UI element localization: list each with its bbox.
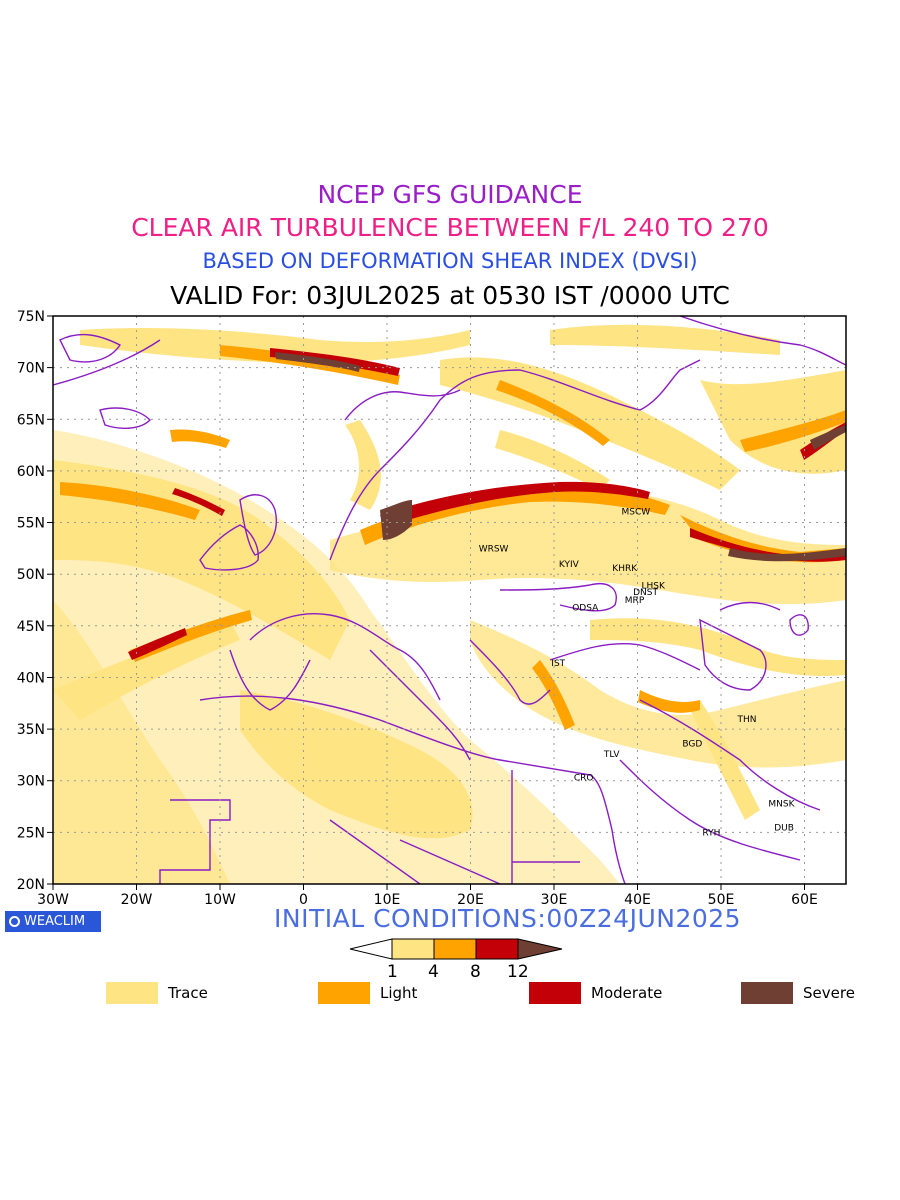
lat-tick-label: 35N	[17, 722, 45, 738]
lon-tick-label: 40E	[624, 892, 651, 908]
legend-label: Severe	[803, 984, 855, 1002]
lon-tick-label: 0	[299, 892, 308, 908]
lon-tick-label: 50E	[708, 892, 735, 908]
lon-tick-label: 20W	[121, 892, 153, 908]
station-label-mnsk: MNSK	[768, 800, 795, 810]
lat-tick-label: 20N	[17, 877, 45, 893]
legend-swatch	[529, 982, 581, 1004]
lon-tick-labels: 30W 20W 10W 0 10E 20E 30E 40E 50E 60E	[37, 892, 818, 908]
lat-tick-label: 75N	[17, 309, 45, 325]
station-label-ist: IST	[551, 659, 565, 669]
station-label-thn: THN	[737, 715, 757, 725]
lon-tick-label: 10W	[204, 892, 236, 908]
station-label-khrk: KHRK	[612, 564, 638, 574]
lat-tick-label: 50N	[17, 567, 45, 583]
trace-areas	[53, 324, 846, 884]
lat-tick-label: 45N	[17, 619, 45, 635]
station-label-wrsw: WRSW	[479, 545, 509, 555]
lat-tick-label: 60N	[17, 464, 45, 480]
lat-tick-label: 40N	[17, 671, 45, 687]
lon-tick-label: 30E	[541, 892, 568, 908]
colorbar-label: 8	[470, 962, 481, 982]
station-label-kyiv: KYIV	[559, 560, 580, 570]
lat-tick-labels: 75N 70N 65N 60N 55N 50N 45N 40N 35N 30N …	[17, 309, 45, 893]
coastlines-boundaries	[53, 316, 846, 884]
turbulence-shading	[53, 324, 846, 884]
colorbar-label: 4	[428, 962, 439, 982]
station-label-cro: CRO	[574, 774, 594, 784]
tick-marks	[47, 315, 805, 890]
title-guidance: NCEP GFS GUIDANCE	[317, 180, 583, 209]
legend-item-severe: Severe	[741, 982, 855, 1004]
initial-conditions: INITIAL CONDITIONS:00Z24JUN2025	[274, 904, 742, 933]
station-label-tlv: TLV	[603, 750, 621, 760]
station-label-odsa: ODSA	[572, 603, 599, 613]
legend-label: Trace	[168, 984, 208, 1002]
station-label-mrp: MRP	[625, 596, 645, 606]
severe-areas	[275, 352, 846, 562]
title-valid-time: VALID For: 03JUL2025 at 0530 IST /0000 U…	[170, 281, 730, 310]
station-label-mscw: MSCW	[622, 507, 651, 517]
brand-label: WEACLIM	[24, 914, 86, 929]
legend-label: Moderate	[591, 984, 663, 1002]
colorbar-bin-light	[433, 938, 477, 960]
lat-tick-label: 70N	[17, 361, 45, 377]
plot-frame	[52, 315, 847, 885]
colorbar-bin-trace	[391, 938, 435, 960]
colorbar-under-arrow	[349, 938, 393, 960]
station-label-dnst: DNST	[633, 588, 658, 598]
station-label-ryh: RYH	[702, 829, 720, 839]
station-label-bgd: BGD	[682, 740, 702, 750]
colorbar	[349, 938, 563, 960]
legend-label: Light	[380, 984, 418, 1002]
colorbar-over-arrow-severe	[517, 938, 563, 960]
station-label-lhsk: LHSK	[642, 582, 666, 592]
logo-ring-icon	[9, 916, 20, 927]
legend-item-trace: Trace	[106, 982, 208, 1004]
lon-tick-label: 10E	[374, 892, 401, 908]
legend-item-light: Light	[318, 982, 417, 1004]
colorbar-label: 12	[507, 962, 529, 982]
lon-tick-label: 20E	[457, 892, 484, 908]
weaclim-logo: WEACLIM	[5, 911, 101, 932]
lat-tick-label: 55N	[17, 516, 45, 532]
colorbar-label: 1	[387, 962, 398, 982]
legend-swatch	[318, 982, 370, 1004]
lat-tick-label: 30N	[17, 774, 45, 790]
legend-item-moderate: Moderate	[529, 982, 662, 1004]
legend-swatch	[741, 982, 793, 1004]
title-index: BASED ON DEFORMATION SHEAR INDEX (DVSI)	[202, 249, 698, 273]
lat-tick-label: 65N	[17, 412, 45, 428]
legend-swatch	[106, 982, 158, 1004]
title-cat-levels: CLEAR AIR TURBULENCE BETWEEN F/L 240 TO …	[131, 213, 769, 242]
station-label-dub: DUB	[774, 823, 794, 833]
lat-tick-label: 25N	[17, 825, 45, 841]
lon-tick-label: 30W	[37, 892, 69, 908]
colorbar-bin-moderate	[475, 938, 519, 960]
lon-tick-label: 60E	[791, 892, 818, 908]
